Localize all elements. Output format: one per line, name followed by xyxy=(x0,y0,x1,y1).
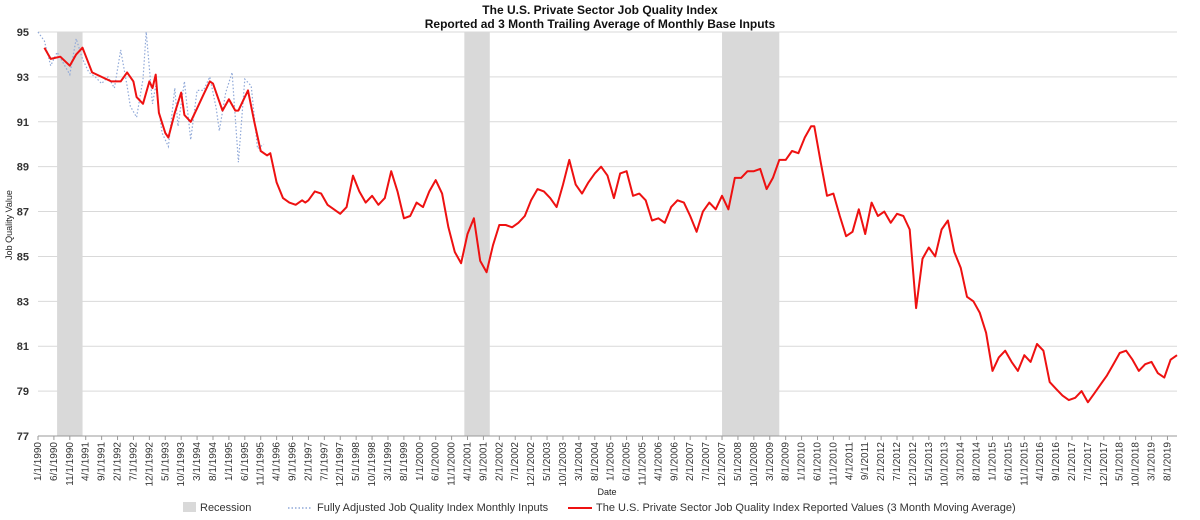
y-tick-label: 93 xyxy=(17,72,29,84)
chart-subtitle: Reported ad 3 Month Trailing Average of … xyxy=(425,17,776,31)
x-tick-label: 9/1/2011 xyxy=(860,442,871,481)
x-tick-label: 1/1/2005 xyxy=(606,442,617,481)
x-tick-label: 1/1/2000 xyxy=(415,442,426,481)
x-tick-label: 4/1/2006 xyxy=(653,442,664,481)
x-tick-label: 3/1/1994 xyxy=(192,442,203,481)
x-tick-label: 4/1/2011 xyxy=(844,442,855,481)
x-tick-label: 8/1/2004 xyxy=(590,442,601,481)
x-tick-label: 11/1/2000 xyxy=(447,442,458,486)
series-moving-average xyxy=(43,46,1178,404)
x-tick-label: 5/1/2003 xyxy=(542,442,553,481)
x-tick-label: 8/1/1994 xyxy=(208,442,219,481)
legend-label-monthly: Fully Adjusted Job Quality Index Monthly… xyxy=(317,502,549,514)
x-tick-label: 10/1/2008 xyxy=(749,442,760,487)
x-tick-label: 2/1/2007 xyxy=(685,442,696,481)
x-tick-label: 7/1/2017 xyxy=(1083,442,1094,481)
x-tick-label: 2/1/1992 xyxy=(113,442,124,481)
x-tick-label: 8/1/2019 xyxy=(1162,442,1173,481)
x-tick-label: 10/1/1993 xyxy=(176,442,187,487)
y-tick-label: 95 xyxy=(17,27,29,39)
x-tick-label: 7/1/1992 xyxy=(128,442,139,481)
x-tick-label: 2/1/2017 xyxy=(1067,442,1078,481)
x-tick-label: 1/1/2015 xyxy=(987,442,998,481)
x-tick-label: 10/1/2013 xyxy=(940,442,951,487)
x-tick-label: 8/1/1999 xyxy=(399,442,410,481)
y-tick-label: 77 xyxy=(17,431,29,443)
x-tick-label: 6/1/2010 xyxy=(812,442,823,481)
x-tick-label: 3/1/2004 xyxy=(574,442,585,481)
y-tick-label: 81 xyxy=(17,341,29,353)
x-tick-label: 7/1/2012 xyxy=(892,442,903,481)
recession-band xyxy=(722,32,780,436)
x-tick-label: 7/1/2007 xyxy=(701,442,712,481)
x-tick-label: 11/1/1995 xyxy=(256,442,267,486)
x-tick-label: 5/1/2018 xyxy=(1115,442,1126,481)
x-tick-label: 1/1/2010 xyxy=(797,442,808,481)
x-tick-label: 11/1/2015 xyxy=(1019,442,1030,486)
x-tick-label: 9/1/1996 xyxy=(288,442,299,481)
x-tick-label: 12/1/2017 xyxy=(1099,442,1110,487)
x-tick-label: 11/1/1990 xyxy=(65,442,76,486)
x-tick-label: 3/1/1999 xyxy=(383,442,394,481)
x-tick-label: 9/1/1991 xyxy=(97,442,108,481)
x-tick-label: 9/1/2001 xyxy=(478,442,489,481)
x-tick-label: 5/1/1998 xyxy=(351,442,362,481)
legend-swatch-recession xyxy=(183,502,196,512)
y-tick-label: 85 xyxy=(17,251,29,263)
y-tick-label: 79 xyxy=(17,386,29,398)
chart-title: The U.S. Private Sector Job Quality Inde… xyxy=(482,3,718,17)
x-tick-label: 10/1/1998 xyxy=(367,442,378,487)
x-tick-label: 4/1/1996 xyxy=(272,442,283,481)
x-tick-label: 9/1/2016 xyxy=(1051,442,1062,481)
x-tick-label: 3/1/2009 xyxy=(765,442,776,481)
legend-label-recession: Recession xyxy=(200,502,251,514)
x-tick-label: 11/1/2005 xyxy=(637,442,648,486)
x-tick-label: 5/1/2008 xyxy=(733,442,744,481)
x-tick-label: 2/1/2002 xyxy=(494,442,505,481)
y-tick-label: 91 xyxy=(17,117,29,129)
x-tick-label: 3/1/2014 xyxy=(956,442,967,481)
x-tick-label: 12/1/1992 xyxy=(144,442,155,487)
x-tick-label: 1/1/1995 xyxy=(224,442,235,481)
x-tick-label: 7/1/2002 xyxy=(510,442,521,481)
y-tick-label: 83 xyxy=(17,296,29,308)
x-tick-label: 6/1/2005 xyxy=(622,442,633,481)
x-tick-label: 4/1/1991 xyxy=(81,442,92,481)
x-tick-label: 6/1/1995 xyxy=(240,442,251,481)
x-tick-label: 5/1/2013 xyxy=(924,442,935,481)
y-tick-label: 89 xyxy=(17,162,29,174)
x-tick-label: 4/1/2016 xyxy=(1035,442,1046,481)
x-tick-label: 6/1/2015 xyxy=(1003,442,1014,481)
x-tick-label: 7/1/1997 xyxy=(319,442,330,481)
y-axis-label: Job Quality Value xyxy=(4,190,14,260)
x-tick-label: 10/1/2003 xyxy=(558,442,569,487)
x-tick-label: 8/1/2014 xyxy=(972,442,983,481)
x-tick-label: 8/1/2009 xyxy=(781,442,792,481)
x-tick-label: 12/1/2012 xyxy=(908,442,919,487)
x-tick-label: 12/1/2002 xyxy=(526,442,537,487)
x-tick-label: 2/1/2012 xyxy=(876,442,887,481)
series-monthly-inputs xyxy=(37,31,265,163)
x-tick-label: 6/1/1990 xyxy=(49,442,60,481)
x-tick-label: 6/1/2000 xyxy=(431,442,442,481)
x-tick-label: 3/1/2019 xyxy=(1147,442,1158,481)
recession-band xyxy=(57,32,83,436)
x-tick-label: 4/1/2001 xyxy=(463,442,474,481)
x-tick-label: 5/1/1993 xyxy=(160,442,171,481)
legend: Recession Fully Adjusted Job Quality Inde… xyxy=(183,502,1016,514)
x-tick-label: 11/1/2010 xyxy=(828,442,839,486)
x-tick-label: 12/1/1997 xyxy=(335,442,346,487)
y-tick-label: 87 xyxy=(17,207,29,219)
x-tick-label: 9/1/2006 xyxy=(669,442,680,481)
x-axis-label: Date xyxy=(597,487,616,497)
legend-label-moving-average: The U.S. Private Sector Job Quality Inde… xyxy=(596,502,1016,514)
x-tick-label: 12/1/2007 xyxy=(717,442,728,487)
x-tick-label: 10/1/2018 xyxy=(1131,442,1142,487)
x-tick-label: 1/1/1990 xyxy=(33,442,44,481)
x-tick-label: 2/1/1997 xyxy=(303,442,314,481)
